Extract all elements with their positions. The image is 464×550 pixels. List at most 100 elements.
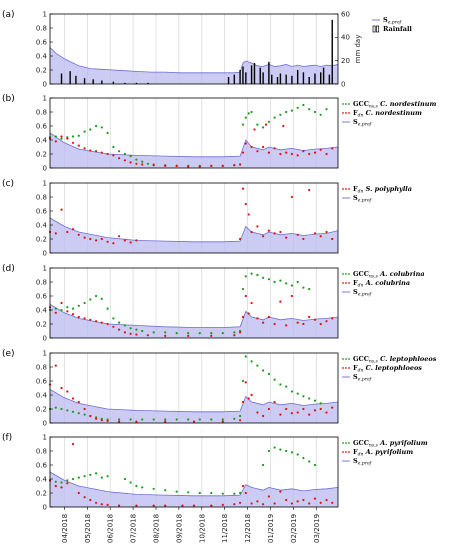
panel-a: 0 0.2 0.4 0.6 0.8 1 0 20 40 60 mm day (a) Se,profRai… [2,10,412,88]
legend-label: GCCns,s C. nordestinum [353,100,436,110]
data-point [233,503,236,506]
data-point [164,331,167,334]
legend-species: S. polyphylla [363,185,412,193]
data-point [233,334,236,337]
data-point [175,418,178,421]
data-point [256,364,259,367]
data-point [253,128,256,131]
data-point [325,230,328,234]
data-point [95,150,98,153]
panel-label: (a) [2,10,15,20]
y-tick-label: 0.2 [36,235,47,243]
legend-subscript: e,prof [358,292,373,298]
data-point [302,407,305,411]
data-point [302,286,305,289]
data-point [146,334,149,337]
data-point [60,135,63,138]
data-point [319,402,322,405]
data-point [118,235,121,238]
data-point [285,282,288,285]
legend-species: C. leptophloeos [363,364,422,372]
data-point [267,120,270,123]
data-point [282,124,285,128]
legend-marker [345,273,347,275]
x-tick-label: 10/2018 [198,514,206,543]
y-tick-label: 0.2 [36,405,47,413]
data-point [60,386,63,390]
rainfall-bar [320,72,322,84]
legend-subscript: dn [358,113,364,119]
y-tick-label: 0.4 [36,306,48,314]
x-tick-label: 08/2018 [152,514,160,543]
legend-marker [342,188,344,190]
data-point [60,208,63,211]
plot-frame [49,267,339,339]
data-point [279,383,282,386]
y2-tick-label: 0 [341,80,345,88]
rainfall-bar [69,71,71,84]
rainfall-bar [124,82,126,84]
data-point [106,240,109,243]
data-point [71,141,75,144]
data-point [296,233,299,236]
data-point [221,164,224,167]
y-tick-label: 0 [43,503,47,511]
legend-marker [345,442,347,444]
y-tick-label: 0 [43,80,47,88]
data-point [77,233,80,236]
data-point [106,322,109,326]
legend-marker [348,358,350,360]
legend-label: GCCns,s C. leptophloeos [353,355,437,365]
data-point [112,325,115,328]
data-point [77,400,80,404]
data-point [290,195,293,199]
data-point [250,272,253,275]
data-point [285,498,288,502]
y2-tick-label: 20 [341,57,350,65]
legend-label: Rainfall [383,25,412,33]
data-point [95,239,98,242]
data-point [313,318,317,321]
data-point [175,490,178,493]
data-point [239,501,242,504]
data-point [198,165,201,168]
data-point [241,315,245,319]
data-point [233,331,236,334]
rainfall-bar [253,63,256,84]
data-point [308,397,311,400]
data-point [77,315,80,319]
data-point [71,442,75,446]
legend-species: A. pyrifolium [378,439,428,447]
data-point [60,137,63,140]
data-point [71,477,75,481]
data-point [95,501,98,504]
data-point [77,304,80,307]
panel-label: (d) [2,264,15,274]
data-point [290,152,293,156]
legend-symbol: S [353,373,358,381]
panel-label: (e) [2,349,15,359]
y-tick-label: 0.4 [36,136,48,144]
data-point [83,496,86,499]
data-point [267,495,270,498]
data-point [233,492,236,495]
rainfall-bar [147,82,149,84]
data-point [244,275,247,278]
data-point [250,230,253,234]
data-point [273,147,276,150]
data-point [71,307,75,310]
data-point [241,287,245,291]
y-tick-label: 1 [43,10,47,18]
plot-frame [49,182,339,254]
legend-marker [348,367,350,369]
data-point [66,306,69,309]
legend-marker [348,112,350,114]
data-point [241,187,245,190]
data-point [273,446,276,449]
data-point [250,360,253,363]
data-point [319,148,322,151]
y-tick-label: 0.6 [36,122,48,130]
legend-symbol: S [353,457,358,465]
data-point [135,162,138,165]
legend-symbol: F [353,364,358,372]
